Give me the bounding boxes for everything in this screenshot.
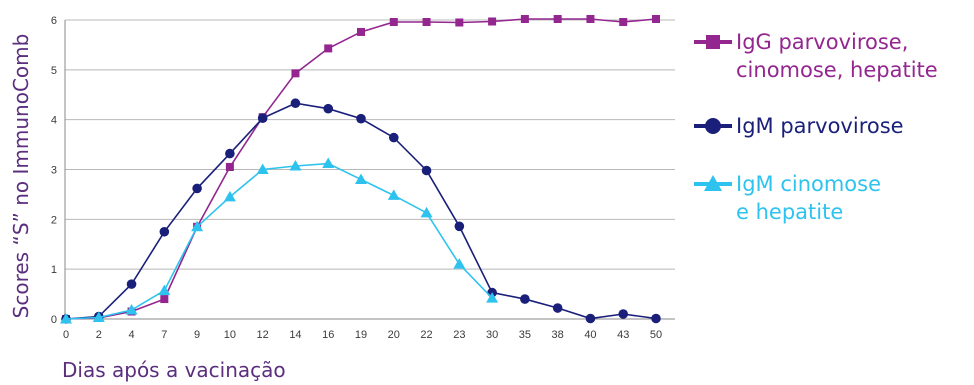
data-point [223, 190, 236, 202]
x-tick-label: 19 [355, 329, 367, 341]
circle-marker-icon [694, 118, 732, 134]
x-tick-label: 38 [552, 329, 564, 341]
y-tick-label: 5 [51, 65, 57, 77]
data-point [256, 163, 269, 174]
y-tick-label: 0 [51, 314, 57, 326]
data-point [290, 98, 301, 109]
x-tick-label: 7 [161, 329, 167, 341]
data-point [488, 17, 497, 26]
data-point [520, 294, 530, 304]
data-point [619, 17, 628, 26]
x-tick-label: 0 [63, 329, 69, 341]
data-point [454, 221, 465, 232]
data-point [192, 183, 202, 194]
square-marker-icon [694, 35, 732, 49]
chart-legend: IgG parvovirose, cinomose, hepatite IgM … [692, 28, 974, 254]
data-point [356, 113, 366, 124]
x-tick-label: 50 [650, 329, 662, 341]
x-tick-label: 14 [289, 329, 301, 341]
y-axis-title: Scores “S” no ImmunoComb [9, 34, 33, 319]
x-tick-label: 35 [519, 329, 531, 341]
data-point [553, 15, 562, 24]
x-tick-label: 43 [617, 329, 629, 341]
data-point [651, 313, 661, 324]
y-tick-label: 3 [51, 165, 57, 177]
legend-label-igm-parvovirose: IgM parvovirose [736, 114, 904, 138]
data-point [618, 309, 629, 319]
data-point [552, 303, 563, 313]
data-point [486, 292, 499, 303]
data-point [585, 313, 596, 324]
data-point [159, 226, 170, 237]
x-axis-title: Dias após a vacinação [62, 358, 286, 382]
x-tick-label: 9 [194, 329, 200, 341]
data-point [355, 173, 367, 184]
series-line [65, 102, 657, 320]
data-point [323, 103, 334, 114]
x-tick-label: 40 [584, 329, 596, 341]
data-point [257, 113, 268, 123]
data-point [126, 279, 137, 289]
data-point [158, 284, 171, 296]
series-line [65, 162, 493, 320]
data-point [225, 148, 235, 159]
x-tick-label: 4 [128, 329, 134, 341]
legend-item-igg: IgG parvovirose, cinomose, hepatite [692, 28, 974, 84]
legend-item-igm-parvovirose: IgM parvovirose [692, 112, 974, 142]
data-point [389, 17, 398, 26]
series-2 [60, 157, 499, 324]
data-point [422, 17, 431, 26]
x-tick-label: 10 [224, 329, 236, 341]
data-point [455, 18, 464, 27]
data-point [322, 157, 335, 169]
x-tick-label: 23 [453, 329, 465, 341]
triangle-marker-icon [694, 175, 732, 191]
data-point [586, 15, 595, 24]
series-1 [61, 98, 661, 324]
data-point [387, 189, 400, 200]
data-point [421, 165, 432, 176]
data-point [191, 220, 204, 232]
legend-label-igg: IgG parvovirose, cinomose, hepatite [736, 30, 938, 82]
y-tick-label: 4 [51, 115, 57, 127]
gridlines [65, 19, 675, 320]
data-point [225, 163, 234, 172]
data-point [125, 304, 138, 315]
data-point [92, 311, 105, 323]
data-point [291, 69, 300, 78]
data-point [160, 295, 169, 304]
x-tick-label: 20 [388, 329, 400, 341]
data-point [520, 15, 529, 24]
x-tick-label: 12 [257, 329, 269, 341]
y-tick-label: 2 [51, 214, 57, 226]
data-point [652, 15, 660, 24]
y-tick-label: 1 [51, 264, 57, 276]
data-point [388, 132, 399, 143]
x-tick-label: 16 [322, 329, 334, 341]
legend-label-igm-cinomose: IgM cinomose e hepatite [736, 172, 882, 224]
data-point [357, 27, 365, 36]
y-tick-label: 6 [51, 15, 57, 27]
x-tick-label: 2 [96, 329, 102, 341]
x-tick-label: 30 [486, 329, 498, 341]
data-point [420, 206, 433, 218]
x-tick-label: 22 [420, 329, 432, 341]
series-lines [60, 15, 661, 324]
data-point [60, 313, 72, 324]
data-point [453, 258, 466, 269]
data-point [289, 160, 302, 171]
data-point [324, 44, 333, 53]
legend-item-igm-cinomose: IgM cinomose e hepatite [692, 170, 974, 226]
